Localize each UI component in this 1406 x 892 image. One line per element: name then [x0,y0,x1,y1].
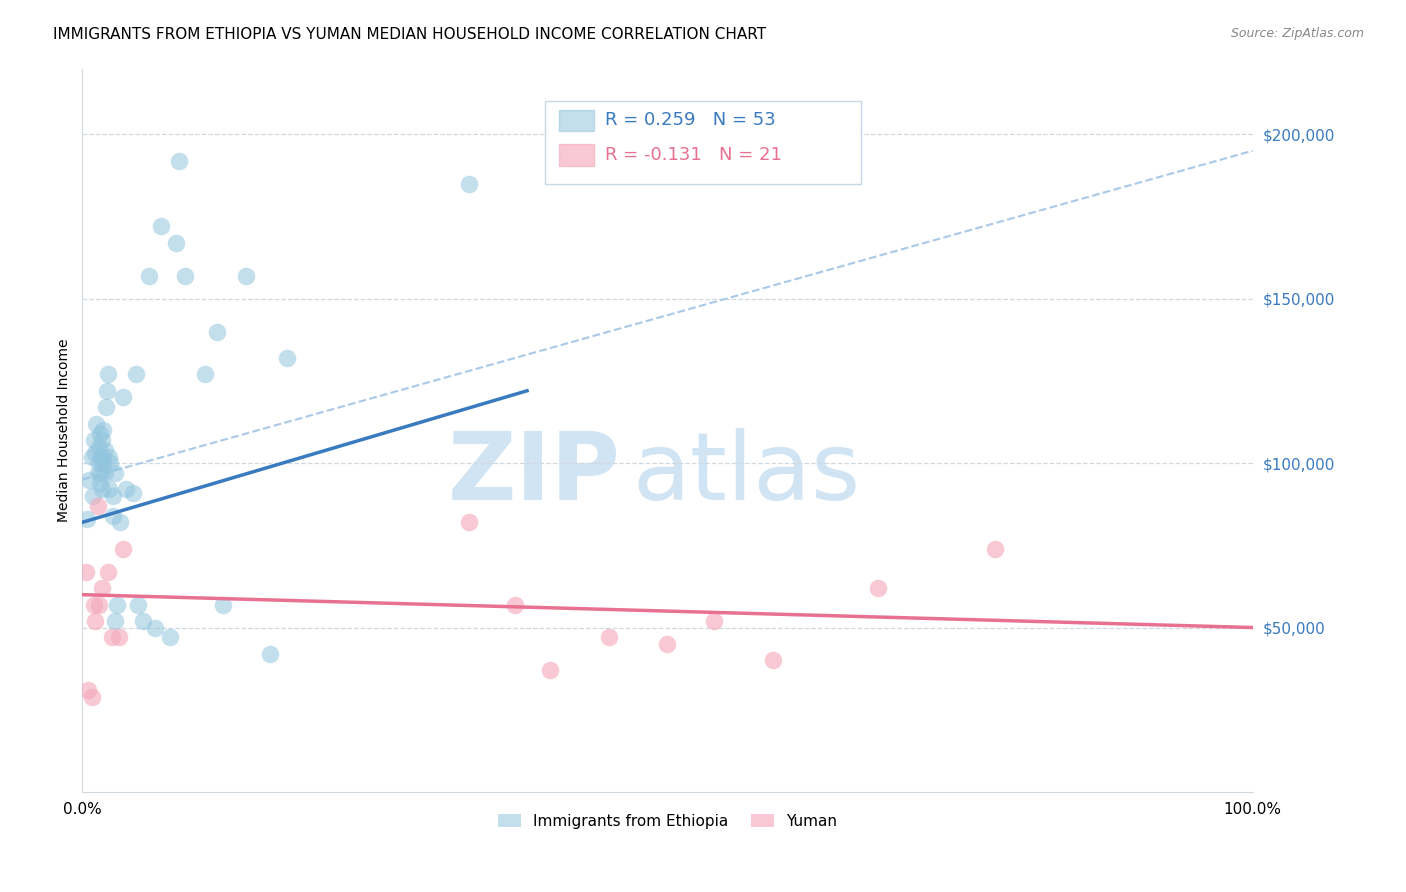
Point [104,466,127,480]
Point [91,581,114,595]
Point [89,475,111,490]
Point [93,456,115,470]
Point [97,565,120,579]
Point [87,598,110,612]
Point [138,268,160,283]
Point [101,489,124,503]
Point [101,508,124,523]
Point [93,442,115,457]
Point [89,426,111,441]
Text: R = -0.131   N = 21: R = -0.131 N = 21 [606,145,782,163]
Point [98,450,121,464]
Point [112,541,135,556]
Bar [558,145,593,166]
Point [125,368,148,382]
Text: ZIP: ZIP [447,427,620,520]
Point [868,581,890,595]
Point [657,637,679,651]
Point [86,499,108,513]
Point [205,325,228,339]
Point [107,631,129,645]
Point [259,647,281,661]
Text: Source: ZipAtlas.com: Source: ZipAtlas.com [1230,27,1364,40]
Point [598,631,620,645]
Point [84,614,107,628]
Point [538,663,561,677]
Point [77,683,100,698]
Point [93,450,115,464]
Y-axis label: Median Household Income: Median Household Income [58,338,72,522]
Text: IMMIGRANTS FROM ETHIOPIA VS YUMAN MEDIAN HOUSEHOLD INCOME CORRELATION CHART: IMMIGRANTS FROM ETHIOPIA VS YUMAN MEDIAN… [53,27,766,42]
Point [93,466,115,480]
Point [76,512,98,526]
Point [211,598,233,612]
Point [90,466,112,480]
Point [86,466,108,480]
Point [121,485,143,500]
Point [96,384,118,398]
Point [235,268,257,283]
FancyBboxPatch shape [544,101,860,185]
Point [108,516,131,530]
Point [84,446,107,460]
Point [100,456,122,470]
Point [79,473,101,487]
Point [91,483,114,497]
Point [87,440,110,454]
Point [83,433,105,447]
Point [114,483,136,497]
Point [104,614,127,628]
Point [87,456,110,470]
Point [174,268,197,283]
Point [97,368,120,382]
Point [505,598,527,612]
Point [169,153,191,168]
Point [94,401,117,415]
Point [194,368,217,382]
Point [86,417,108,431]
Point [91,433,114,447]
Text: atlas: atlas [633,427,860,520]
Point [127,598,149,612]
Point [100,631,122,645]
Point [984,541,1007,556]
Point [159,631,181,645]
Point [93,423,115,437]
Point [132,614,155,628]
Point [75,565,97,579]
Point [703,614,725,628]
Point [457,177,479,191]
Point [82,489,104,503]
Point [149,219,172,234]
Point [80,690,103,704]
Point [83,598,105,612]
Point [143,621,166,635]
Bar [558,110,593,131]
Point [98,483,121,497]
Point [457,516,479,530]
Point [112,390,135,404]
Point [107,598,129,612]
Point [165,235,187,250]
Point [80,450,103,464]
Point [276,351,298,365]
Text: R = 0.259   N = 53: R = 0.259 N = 53 [606,111,776,128]
Legend: Immigrants from Ethiopia, Yuman: Immigrants from Ethiopia, Yuman [492,807,844,835]
Point [762,653,785,667]
Point [90,450,112,464]
